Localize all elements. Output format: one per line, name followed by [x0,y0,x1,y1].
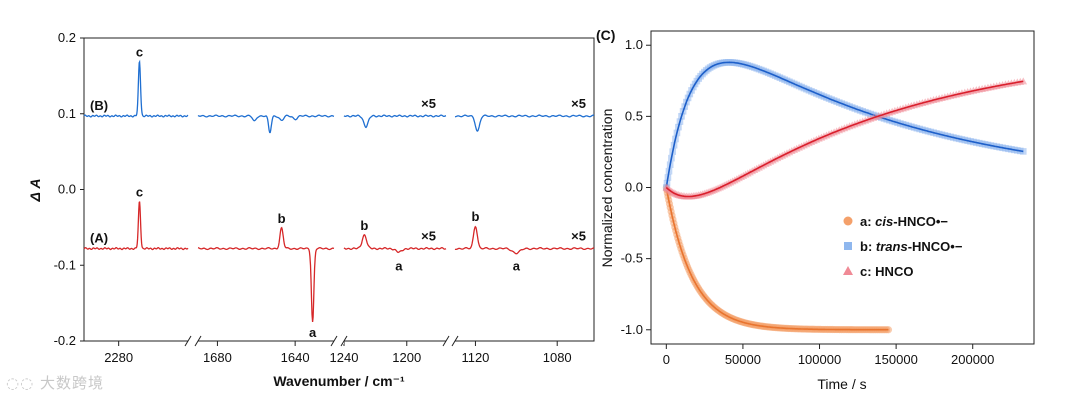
peak-label: c [136,44,143,59]
data-point [1019,77,1028,85]
right-y-tick-label: 1.0 [625,37,643,52]
left-x-axis: 2280 1680 1640 1240 1200 1120 1080 [104,335,572,365]
axis-break-mark [442,335,450,347]
axis-break-mark [194,335,202,347]
panel-label-c: (C) [596,27,615,43]
right-y-axis: -1.0 -0.5 0.0 0.5 1.0 [621,37,651,337]
scale-factor-label: ×5 [421,229,436,244]
spectrum-line-b [83,59,189,118]
spectrum-line-a [454,225,595,255]
series-label: (B) [90,98,108,113]
axis-break-gap [188,338,198,344]
peak-label: a [309,325,317,340]
left-x-tick-label: 1680 [203,350,232,365]
right-y-tick-label: -0.5 [621,251,643,266]
right-x-tick-label: 0 [663,352,670,367]
axis-break-mark [451,335,459,347]
peak-labels: (B) ×5 ×5 c (A) ×5 ×5 c b a b a b a [90,44,586,340]
left-x-tick-label: 1240 [330,350,359,365]
left-x-axis-title: Wavenumber / cm⁻¹ [273,373,405,389]
right-y-axis-title: Normalized concentration [599,109,615,268]
peak-label: b [278,211,286,226]
left-x-tick-label: 1080 [543,350,572,365]
right-y-tick-label: 0.5 [625,108,643,123]
left-x-tick-label: 1200 [392,350,421,365]
right-x-axis-title: Time / s [817,376,866,392]
right-x-tick-label: 150000 [874,352,917,367]
axis-break-mark [184,335,192,347]
scale-factor-label: ×5 [571,96,586,111]
legend-marker [843,266,853,275]
axis-break-mark [330,335,338,347]
left-y-axis: -0.2 -0.1 0.0 0.1 0.2 [54,30,84,348]
legend-label: c: HNCO [860,264,913,279]
left-y-tick-label: 0.2 [58,30,76,45]
left-y-tick-label: 0.1 [58,106,76,121]
legend-label: b: trans-HNCO•− [860,239,963,254]
series-c [662,77,1028,200]
spectrum-line-b [197,114,335,134]
spectrum-line-a [343,234,447,254]
peak-label: b [360,218,368,233]
left-y-axis-title: Δ A [27,179,43,203]
series-b [663,59,1027,191]
left-x-tick-label: 1120 [461,350,489,365]
legend-marker [843,216,853,226]
watermark-icon: ◌◌ [6,374,35,392]
spectra-series [83,59,595,322]
spectrum-line-a [197,226,335,322]
right-y-tick-label: 0.0 [625,180,643,195]
left-y-tick-label: 0.0 [58,182,76,197]
spectrum-line-b [454,114,595,132]
kinetic-series [662,59,1028,334]
left-y-tick-label: -0.2 [54,333,76,348]
axis-break-mark [340,335,348,347]
right-x-tick-label: 200000 [951,352,994,367]
right-x-tick-label: 100000 [798,352,841,367]
legend-label: a: cis-HNCO•− [860,214,948,229]
ir-spectra-panel: -0.2 -0.1 0.0 0.1 0.2 2280 1680 1640 1240 1200 11… [27,30,595,389]
peak-label: a [513,259,521,274]
left-x-tick-label: 1640 [281,350,310,365]
right-x-axis: 0 50000 100000 150000 200000 [663,344,994,367]
legend-marker [844,242,852,250]
kinetics-panel: -1.0 -0.5 0.0 0.5 1.0 0 50000 100000 150000 2000… [596,27,1035,392]
series-a [662,183,893,334]
left-x-tick-label: 2280 [104,350,133,365]
axis-break-gap [446,338,455,344]
left-plot-frame [83,37,595,342]
legend: a: cis-HNCO•− b: trans-HNCO•− c: HNCO [843,214,963,279]
axis-break-gap [334,338,344,344]
fit-line [665,80,1024,198]
fit-line [665,187,889,331]
watermark-text: 大数跨境 [39,374,104,392]
watermark: ◌◌ 大数跨境 [6,372,104,393]
peak-label: c [136,185,143,200]
right-y-tick-label: -1.0 [621,322,643,337]
left-y-tick-label: -0.1 [54,257,76,272]
scale-factor-label: ×5 [571,229,586,244]
scale-factor-label: ×5 [421,96,436,111]
spectrum-line-b [343,114,447,129]
peak-label: a [395,259,403,274]
peak-label: b [471,209,479,224]
series-label: (A) [90,231,108,246]
spectrum-line-a [83,201,189,251]
right-x-tick-label: 50000 [725,352,761,367]
fit-line [665,61,1024,188]
